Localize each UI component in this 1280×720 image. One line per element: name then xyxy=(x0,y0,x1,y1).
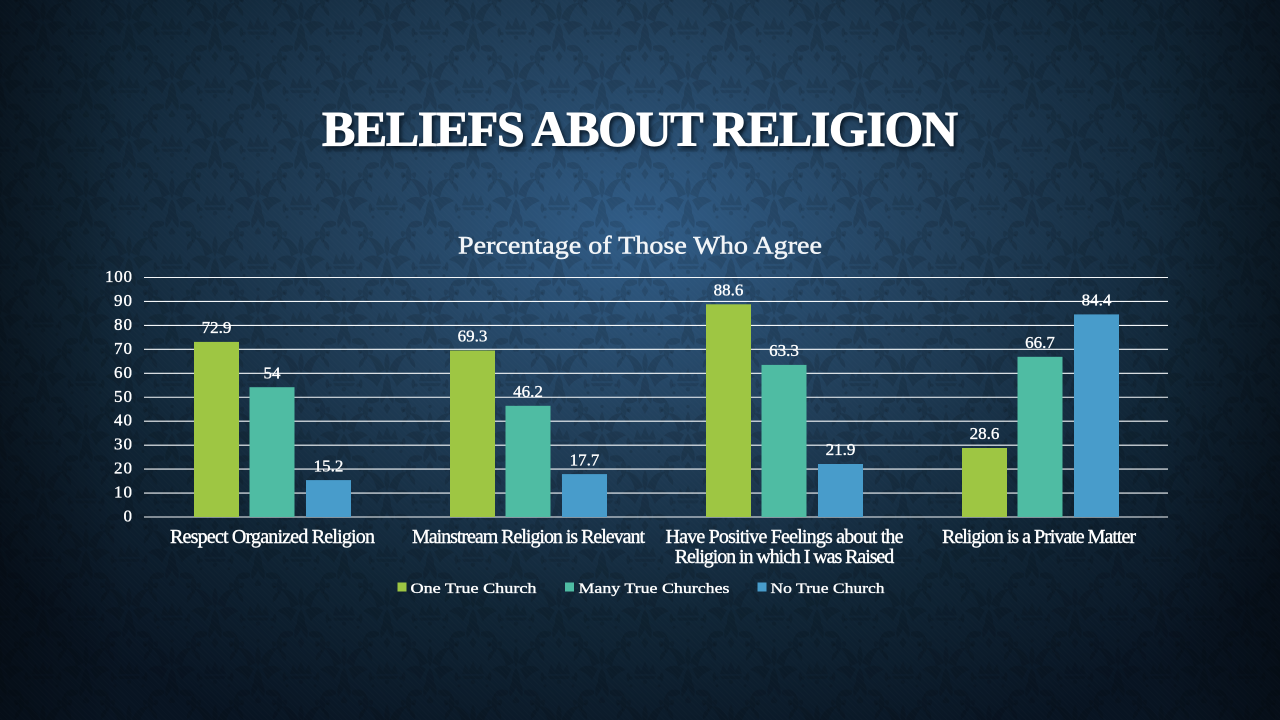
svg-text:One True Church: One True Church xyxy=(411,581,538,597)
svg-text:21.9: 21.9 xyxy=(826,440,856,459)
svg-text:No True Church: No True Church xyxy=(771,581,886,597)
svg-text:Many True Churches: Many True Churches xyxy=(579,581,730,597)
svg-text:40: 40 xyxy=(114,411,132,430)
svg-text:70: 70 xyxy=(114,339,132,358)
svg-text:30: 30 xyxy=(114,435,132,454)
svg-text:10: 10 xyxy=(114,483,132,502)
svg-text:28.6: 28.6 xyxy=(970,424,1000,443)
svg-text:60: 60 xyxy=(114,363,132,382)
svg-text:80: 80 xyxy=(114,315,132,334)
svg-text:0: 0 xyxy=(124,507,133,526)
svg-text:88.6: 88.6 xyxy=(714,281,744,300)
svg-text:63.3: 63.3 xyxy=(769,341,799,360)
svg-text:69.3: 69.3 xyxy=(458,327,488,346)
svg-text:Respect Organized Religion: Respect Organized Religion xyxy=(170,526,375,548)
svg-text:66.7: 66.7 xyxy=(1025,333,1055,352)
svg-text:46.2: 46.2 xyxy=(513,382,543,401)
svg-text:17.7: 17.7 xyxy=(570,450,600,469)
svg-text:BELIEFS ABOUT RELIGION: BELIEFS ABOUT RELIGION xyxy=(322,101,958,157)
svg-text:54: 54 xyxy=(264,363,282,382)
svg-text:90: 90 xyxy=(114,291,132,310)
svg-text:84.4: 84.4 xyxy=(1082,291,1112,310)
svg-text:15.2: 15.2 xyxy=(314,456,344,475)
svg-text:Have Positive Feelings about t: Have Positive Feelings about the xyxy=(666,526,904,548)
svg-text:Religion is a Private Matter: Religion is a Private Matter xyxy=(942,526,1136,548)
svg-text:Mainstream Religion is Relevan: Mainstream Religion is Relevant xyxy=(412,526,645,548)
svg-text:20: 20 xyxy=(114,459,132,478)
svg-text:50: 50 xyxy=(114,387,132,406)
svg-text:Percentage of Those Who Agree: Percentage of Those Who Agree xyxy=(458,233,822,260)
svg-text:100: 100 xyxy=(105,267,132,286)
svg-text:72.9: 72.9 xyxy=(202,318,232,337)
svg-text:Religion in which I was Raised: Religion in which I was Raised xyxy=(675,546,895,568)
